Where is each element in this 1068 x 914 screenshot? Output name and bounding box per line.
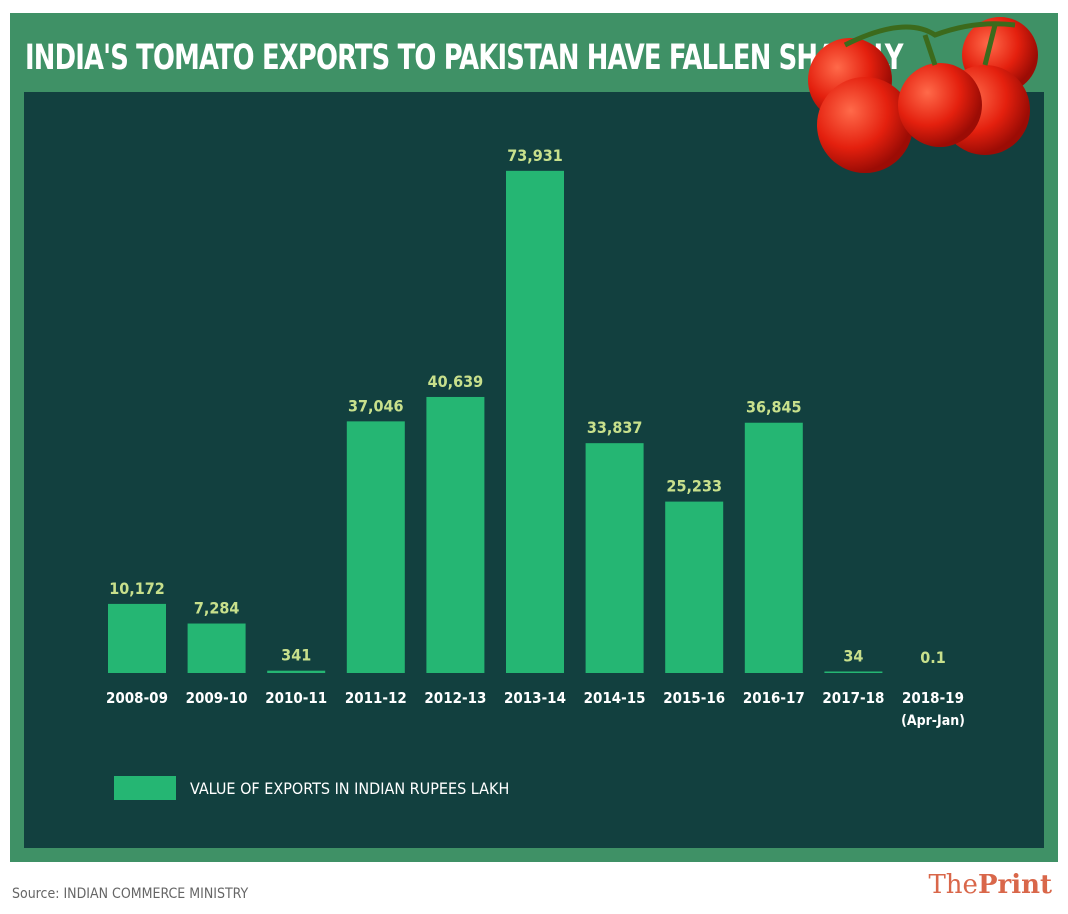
bar-2010-11: [267, 670, 326, 673]
value-label: 7,284: [194, 599, 240, 618]
value-label: 25,233: [666, 477, 722, 496]
value-label: 33,837: [587, 418, 643, 437]
x-tick-label: 2015-16: [663, 689, 725, 707]
x-tick-label: 2012-13: [424, 689, 486, 707]
bar-2008-09: [108, 603, 166, 673]
value-label: 34: [843, 647, 863, 666]
bar-chart: 10,172 2008-09 7,284 2009-10 341 2010-11 37,04…: [106, 146, 965, 729]
legend-label: VALUE OF EXPORTS IN INDIAN RUPEES LAKH: [190, 778, 510, 798]
bar-2012-13: [426, 396, 485, 673]
brand-the: The: [928, 870, 978, 900]
bar-2017-18: [824, 671, 883, 673]
x-tick-sublabel: (Apr-Jan): [901, 713, 965, 729]
x-tick-label: 2009-10: [186, 689, 248, 707]
bar-2009-10: [187, 623, 246, 673]
x-tick-label: 2016-17: [743, 689, 805, 707]
value-label: 341: [281, 646, 311, 665]
bar-2013-14: [506, 170, 564, 673]
x-tick-label: 2018-19: [902, 689, 964, 707]
value-label: 36,845: [746, 398, 802, 417]
chart-title: INDIA'S TOMATO EXPORTS TO PAKISTAN HAVE …: [25, 38, 903, 78]
x-tick-label: 2010-11: [265, 689, 327, 707]
value-label: 73,931: [507, 146, 563, 165]
value-label: 40,639: [428, 372, 484, 391]
brand-print: Print: [977, 870, 1052, 900]
plot-panel: 10,172 2008-09 7,284 2009-10 341 2010-11 37,04…: [24, 92, 1044, 848]
source-note: Source: INDIAN COMMERCE MINISTRY: [12, 886, 249, 902]
bar-2015-16: [665, 501, 724, 673]
bar-2014-15: [585, 443, 644, 673]
value-label: 10,172: [109, 579, 165, 598]
bar-2011-12: [346, 421, 405, 673]
x-tick-label: 2014-15: [584, 689, 646, 707]
bar-2016-17: [744, 422, 803, 673]
value-label: 37,046: [348, 396, 404, 415]
x-tick-label: 2008-09: [106, 689, 168, 707]
tomato-image: [808, 17, 1038, 173]
x-tick-label: 2011-12: [345, 689, 407, 707]
x-tick-label: 2013-14: [504, 689, 566, 707]
brand-logo: ThePrint: [928, 870, 1052, 900]
legend: VALUE OF EXPORTS IN INDIAN RUPEES LAKH: [114, 776, 509, 800]
x-tick-label: 2017-18: [822, 689, 884, 707]
value-label: 0.1: [920, 648, 946, 667]
legend-swatch: [114, 776, 176, 800]
